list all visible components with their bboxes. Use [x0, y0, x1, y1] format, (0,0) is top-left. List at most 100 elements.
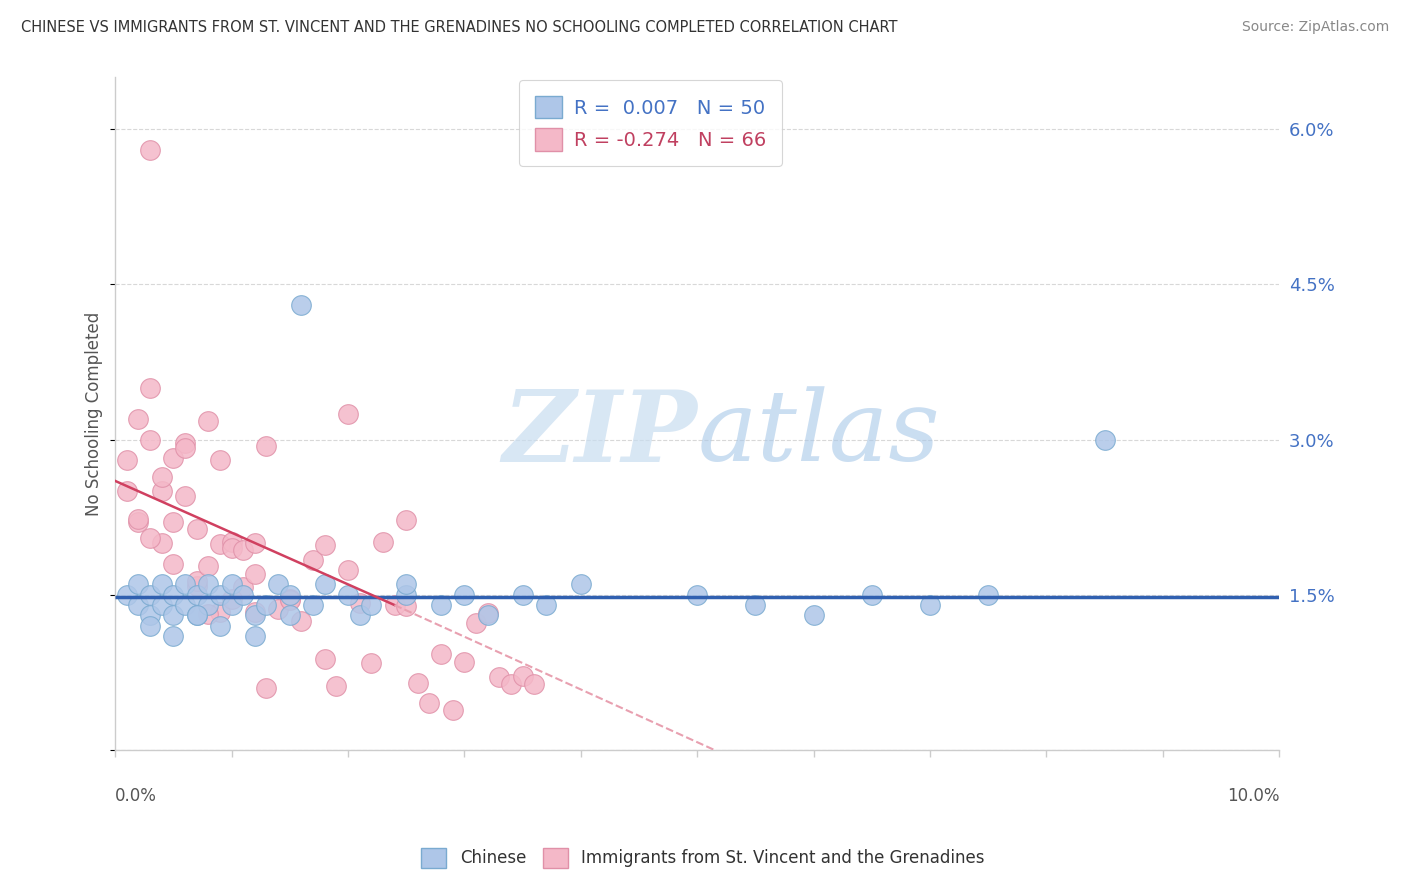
Point [860, 588, 883, 602]
Point [150, 536, 173, 550]
Point [150, 598, 173, 612]
Legend: Chinese, Immigrants from St. Vincent and the Grenadines: Chinese, Immigrants from St. Vincent and… [415, 841, 991, 875]
Point [441, 703, 464, 717]
Point [139, 618, 162, 632]
Point [349, 596, 371, 610]
Point [208, 618, 231, 632]
Point [336, 563, 359, 577]
Point [465, 615, 488, 630]
Point [162, 629, 184, 643]
Point [453, 588, 475, 602]
Legend: R =  0.007   N = 50, R = -0.274   N = 66: R = 0.007 N = 50, R = -0.274 N = 66 [519, 80, 782, 166]
Point [208, 605, 231, 619]
Text: Source: ZipAtlas.com: Source: ZipAtlas.com [1241, 20, 1389, 34]
Point [686, 588, 709, 602]
Point [127, 512, 149, 526]
Point [360, 656, 382, 670]
Point [546, 795, 568, 809]
Point [512, 588, 534, 602]
Point [127, 516, 149, 530]
Point [208, 537, 231, 551]
Point [395, 577, 418, 591]
Point [302, 552, 325, 566]
Text: CHINESE VS IMMIGRANTS FROM ST. VINCENT AND THE GRENADINES NO SCHOOLING COMPLETED: CHINESE VS IMMIGRANTS FROM ST. VINCENT A… [21, 20, 897, 35]
Point [139, 381, 162, 395]
Point [534, 598, 557, 612]
Point [360, 598, 382, 612]
Point [430, 598, 453, 612]
Point [267, 601, 290, 615]
Point [127, 598, 149, 612]
Point [278, 608, 301, 623]
Point [977, 588, 1000, 602]
Point [162, 588, 184, 602]
Point [243, 608, 266, 623]
Point [406, 676, 429, 690]
Point [208, 588, 231, 602]
Point [499, 677, 522, 691]
Point [349, 608, 371, 623]
Point [384, 598, 406, 612]
Point [453, 655, 475, 669]
Point [232, 543, 254, 558]
Point [150, 470, 173, 484]
Point [186, 608, 208, 623]
Point [221, 598, 243, 612]
Point [221, 592, 243, 607]
Point [127, 577, 149, 591]
Point [162, 608, 184, 623]
Point [430, 647, 453, 661]
Point [290, 614, 312, 628]
Y-axis label: No Schooling Completed: No Schooling Completed [86, 311, 103, 516]
Point [243, 535, 266, 549]
Point [139, 433, 162, 447]
Point [243, 605, 266, 619]
Point [208, 453, 231, 467]
Point [174, 489, 197, 503]
Point [267, 577, 290, 591]
Point [256, 439, 278, 453]
Point [174, 435, 197, 450]
Point [395, 599, 418, 613]
Text: ZIP: ZIP [502, 385, 697, 482]
Point [278, 588, 301, 602]
Point [256, 598, 278, 612]
Point [488, 669, 510, 683]
Point [256, 681, 278, 695]
Point [174, 441, 197, 455]
Point [186, 579, 208, 593]
Point [115, 588, 138, 602]
Point [197, 607, 219, 621]
Point [139, 588, 162, 602]
Point [336, 588, 359, 602]
Point [918, 598, 941, 612]
Point [803, 608, 825, 623]
Point [243, 566, 266, 581]
Point [174, 598, 197, 612]
Point [314, 577, 336, 591]
Point [336, 407, 359, 421]
Point [232, 580, 254, 594]
Point [221, 577, 243, 591]
Point [744, 598, 766, 612]
Point [139, 608, 162, 623]
Point [139, 531, 162, 545]
Point [221, 535, 243, 549]
Text: atlas: atlas [697, 386, 939, 482]
Point [325, 679, 347, 693]
Point [197, 598, 219, 612]
Point [232, 588, 254, 602]
Point [523, 677, 546, 691]
Point [139, 143, 162, 157]
Point [512, 668, 534, 682]
Point [243, 629, 266, 643]
Point [278, 592, 301, 607]
Point [186, 588, 208, 602]
Point [302, 598, 325, 612]
Point [197, 559, 219, 574]
Point [418, 696, 440, 710]
Point [477, 608, 499, 623]
Point [162, 516, 184, 530]
Point [278, 593, 301, 607]
Point [186, 608, 208, 623]
